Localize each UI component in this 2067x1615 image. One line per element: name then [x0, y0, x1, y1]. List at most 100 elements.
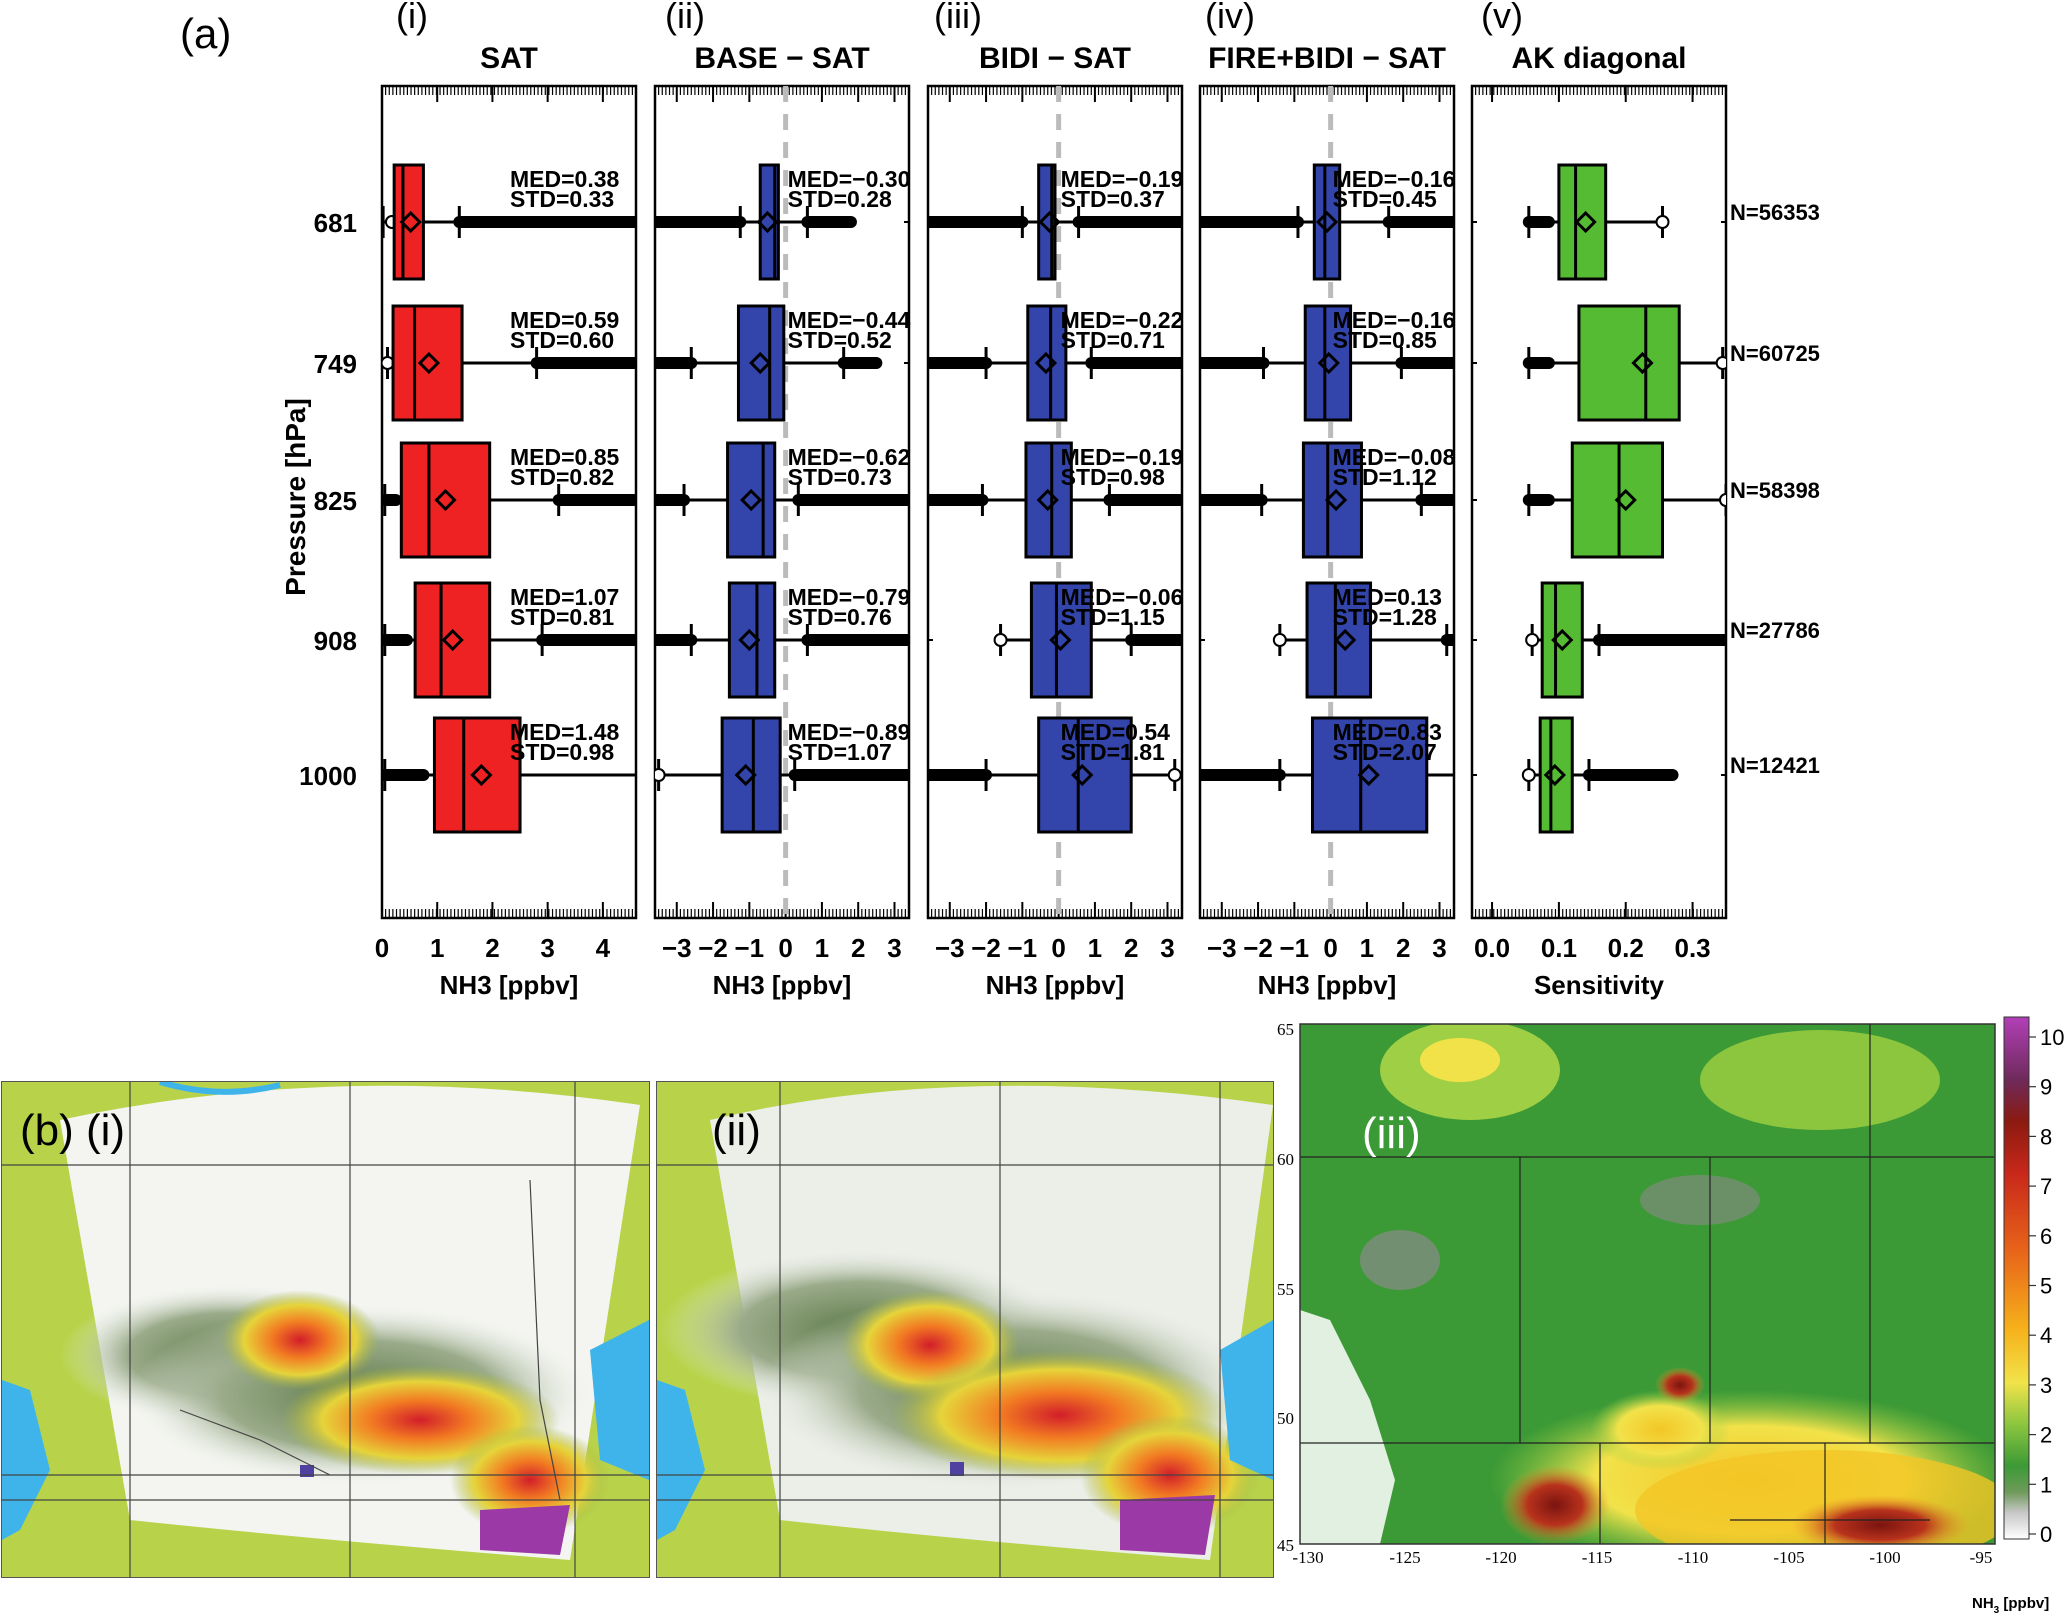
colorbar-tick-label: 5 — [2040, 1274, 2052, 1299]
panel-b-ii-label: (ii) — [712, 1106, 761, 1155]
colorbar-tick-label: 6 — [2040, 1224, 2052, 1249]
box-749 — [928, 304, 1182, 422]
std-label: STD=0.85 — [1333, 327, 1437, 353]
longitude-label: -110 — [1678, 1548, 1709, 1567]
colorbar-tick-label: 7 — [2040, 1174, 2052, 1199]
mean-marker — [738, 628, 761, 652]
tick-label: 0.0 — [1474, 933, 1510, 963]
std-label: STD=0.73 — [788, 464, 892, 490]
tick-label: 0 — [778, 933, 792, 963]
box-panel-4: (iv) FIRE+BIDI − SAT −3 −2 −1 0 1 2 3 NH3 [ppbv] M… — [1198, 0, 1456, 1000]
outlier-low — [993, 633, 1008, 647]
mean-marker — [749, 351, 772, 375]
mean-marker — [1631, 351, 1654, 375]
colorbar-tick-label: 8 — [2040, 1124, 2052, 1149]
std-label: STD=1.81 — [1061, 739, 1165, 765]
tick-label: −3 — [1207, 933, 1237, 963]
x-axis-label: NH3 [ppbv] — [713, 970, 852, 1000]
x-axis-label: NH3 [ppbv] — [1258, 970, 1397, 1000]
std-label: STD=0.37 — [1061, 186, 1165, 212]
box-panel-3: (iii) BIDI − SAT −3 −2 −1 0 1 2 3 NH3 [ppbv] MED=−… — [926, 0, 1184, 1000]
panel-marks — [655, 163, 909, 834]
median-label: MED=−0.19 — [1061, 166, 1184, 192]
sample-count-label: N=58398 — [1730, 478, 1820, 503]
tick-label: −3 — [662, 933, 692, 963]
box-iqr — [1303, 304, 1353, 422]
median-label: MED=0.59 — [510, 307, 619, 333]
tick-label: 3 — [1432, 933, 1446, 963]
tick-label: 0.2 — [1608, 933, 1644, 963]
panel-title: BIDI − SAT — [979, 42, 1131, 75]
box-825 — [382, 441, 636, 559]
median-label: MED=−0.16 — [1333, 307, 1456, 333]
pressure-levels: 681 749 825 908 1000 — [299, 208, 357, 791]
box-iqr — [1037, 716, 1133, 834]
panel-numeral: (iv) — [1205, 0, 1255, 36]
box-1000 — [1521, 716, 1679, 834]
longitude-label: -105 — [1773, 1548, 1804, 1567]
mean-marker — [1315, 210, 1339, 234]
tick-label: −1 — [1280, 933, 1310, 963]
tick-label: 4 — [596, 933, 611, 963]
tick-label: 0.3 — [1675, 933, 1711, 963]
box-681 — [1522, 163, 1670, 281]
median-label: MED=−0.22 — [1061, 307, 1184, 333]
pressure-level-label: 908 — [314, 626, 357, 656]
std-label: STD=0.71 — [1061, 327, 1165, 353]
std-label: STD=0.60 — [510, 327, 614, 353]
mean-marker — [417, 351, 441, 375]
sample-count-label: N=12421 — [1730, 753, 1820, 778]
mean-marker — [1034, 351, 1058, 375]
longitude-label: -95 — [1970, 1548, 1993, 1567]
tick-label: 2 — [1396, 933, 1410, 963]
median-label: MED=−0.79 — [788, 584, 911, 610]
std-label: STD=2.07 — [1333, 739, 1437, 765]
panel-numeral: (ii) — [665, 0, 705, 36]
box-iqr — [727, 581, 777, 699]
panel-b-iii-label: (iii) — [1362, 1109, 1421, 1158]
x-axis-label: NH3 [ppbv] — [986, 970, 1125, 1000]
std-label: STD=1.15 — [1061, 604, 1165, 630]
mean-marker — [1049, 628, 1072, 652]
colorbar-tick-label: 9 — [2040, 1075, 2052, 1100]
outlier-low — [1272, 633, 1287, 647]
box-908 — [382, 581, 636, 699]
tick-label: 1 — [430, 933, 444, 963]
outlier-low — [1525, 633, 1540, 647]
latitude-label: 50 — [1277, 1409, 1294, 1428]
panel-title: BASE − SAT — [694, 42, 869, 75]
median-label: MED=0.38 — [510, 166, 620, 192]
mean-marker — [441, 628, 464, 652]
box-iqr — [1029, 581, 1093, 699]
tick-label: 2 — [1124, 933, 1138, 963]
median-label: MED=0.13 — [1333, 584, 1442, 610]
pressure-level-label: 681 — [314, 208, 357, 238]
longitude-labels: -130 -125 -120 -115 -110 -105 -100 -95 — [1292, 1548, 1992, 1567]
tick-label: −2 — [698, 933, 728, 963]
panel-title: AK diagonal — [1511, 42, 1686, 75]
median-label: MED=0.54 — [1061, 719, 1171, 745]
tick-label: −2 — [1243, 933, 1273, 963]
median-label: MED=−0.62 — [788, 444, 911, 470]
tick-label: 0 — [1323, 933, 1337, 963]
box-panel-5: (v) AK diagonal 0.0 0.1 0.2 0.3 Sensitivity — [1470, 0, 1728, 1000]
box-1000 — [655, 716, 909, 834]
sample-count-label: N=27786 — [1730, 618, 1820, 643]
box-749 — [655, 304, 883, 422]
panel-marks — [928, 163, 1182, 834]
box-681 — [1200, 163, 1454, 281]
std-label: STD=0.28 — [788, 186, 892, 212]
box-681 — [655, 163, 857, 281]
box-825 — [655, 441, 909, 559]
median-label: MED=−0.06 — [1061, 584, 1184, 610]
box-iqr — [432, 716, 522, 834]
std-label: STD=0.45 — [1333, 186, 1437, 212]
sample-count-label: N=56353 — [1730, 200, 1820, 225]
box-825 — [928, 441, 1182, 559]
box-iqr — [736, 304, 786, 422]
box-749 — [1200, 304, 1454, 422]
box-1000 — [382, 716, 636, 834]
